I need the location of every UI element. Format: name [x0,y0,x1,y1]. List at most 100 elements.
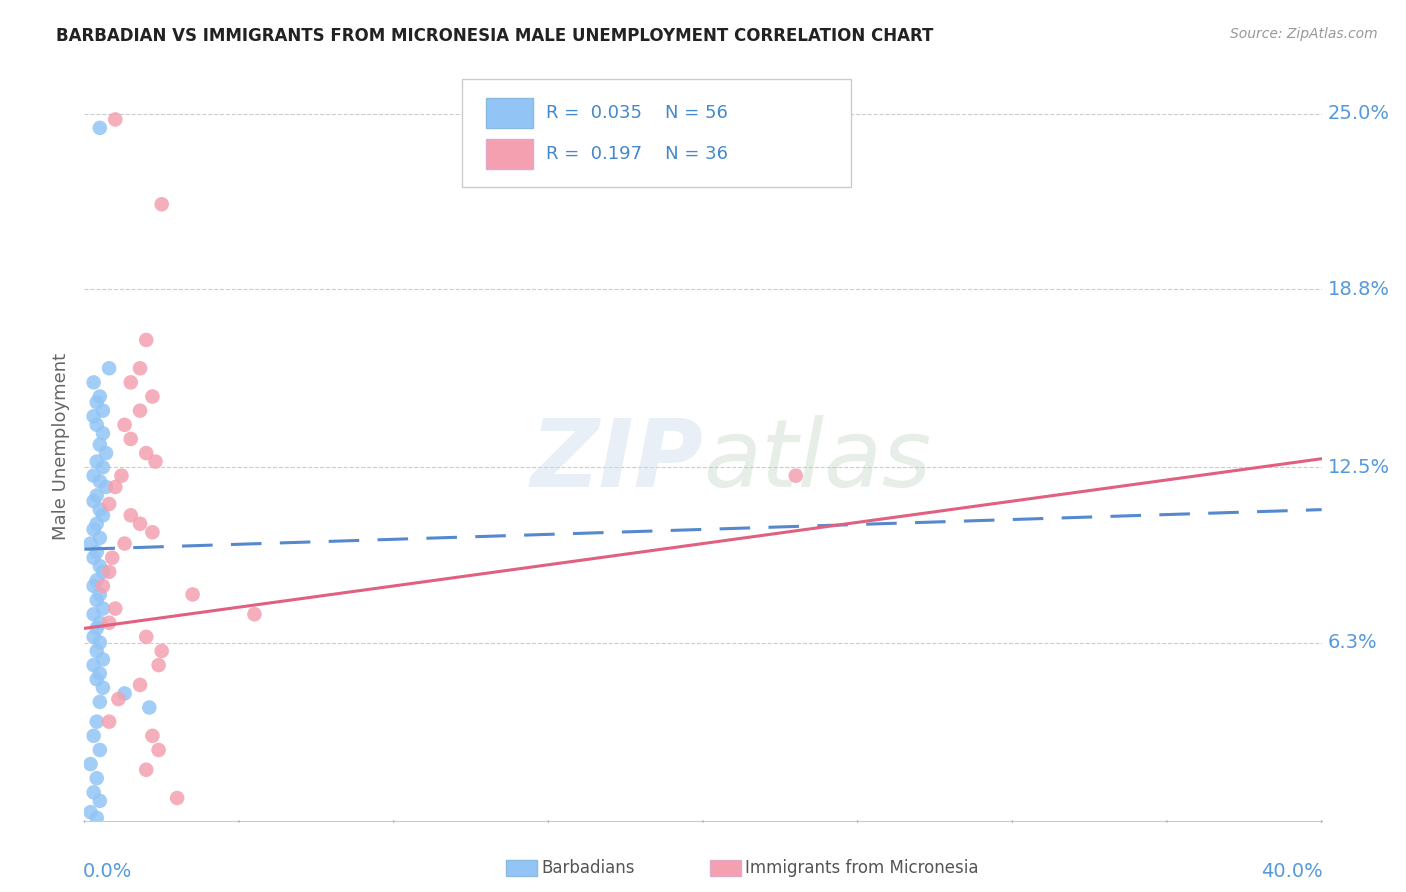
Point [86,488,108,502]
Text: Immigrants from Micronesia: Immigrants from Micronesia [745,859,979,877]
Point [148,658,170,673]
Text: BARBADIAN VS IMMIGRANTS FROM MICRONESIA MALE UNEMPLOYMENT CORRELATION CHART: BARBADIAN VS IMMIGRANTS FROM MICRONESIA … [56,27,934,45]
Point [89,743,111,757]
Point [98,615,121,630]
Point [98,565,121,579]
Point [98,714,121,729]
Point [86,574,108,588]
Point [83,630,105,644]
FancyBboxPatch shape [461,78,852,187]
Text: 18.8%: 18.8% [1327,279,1389,299]
Point [135,763,157,777]
Point [89,390,111,404]
Point [110,468,132,483]
Point [150,644,173,658]
Point [89,559,111,574]
Point [79,757,101,772]
Point [104,480,127,494]
Point [98,497,121,511]
Y-axis label: Male Unemployment: Male Unemployment [52,352,70,540]
Point [114,686,136,700]
Point [83,550,105,565]
Point [83,523,105,537]
Point [243,607,266,622]
Point [83,494,105,508]
Point [98,361,121,376]
Point [135,333,157,347]
Text: 12.5%: 12.5% [1327,458,1391,476]
Point [83,785,105,799]
Point [83,579,105,593]
Point [120,432,142,446]
Point [94,480,117,494]
Point [89,531,111,545]
Point [114,417,136,432]
Point [91,508,114,523]
Point [89,587,111,601]
Point [86,593,108,607]
Point [129,361,152,376]
Point [83,376,105,390]
Point [89,794,111,808]
Point [86,714,108,729]
Point [785,468,807,483]
Point [141,390,163,404]
Point [86,516,108,531]
Point [86,673,108,687]
Point [129,403,152,417]
Text: 25.0%: 25.0% [1327,104,1389,123]
Point [89,475,111,489]
Point [129,516,152,531]
Point [89,437,111,451]
Point [89,666,111,681]
Point [135,630,157,644]
Point [91,652,114,666]
Bar [486,97,533,128]
Point [120,376,142,390]
Point [83,409,105,424]
Point [83,658,105,673]
Point [91,681,114,695]
Point [79,805,101,819]
Point [150,197,173,211]
Point [89,635,111,649]
Point [181,587,204,601]
Point [86,811,108,825]
Point [86,454,108,468]
Point [83,607,105,622]
Text: Source: ZipAtlas.com: Source: ZipAtlas.com [1230,27,1378,41]
Point [91,426,114,441]
Point [86,417,108,432]
Point [89,615,111,630]
Point [166,791,188,805]
Point [83,729,105,743]
Point [120,508,142,523]
Text: 0.0%: 0.0% [83,862,132,881]
Point [141,525,163,540]
Point [91,403,114,417]
Bar [486,139,533,169]
Point [86,395,108,409]
Text: 6.3%: 6.3% [1327,633,1378,652]
Point [107,692,129,706]
Point [86,771,108,785]
Point [91,460,114,475]
Point [86,545,108,559]
Point [89,502,111,516]
Text: R =  0.035    N = 56: R = 0.035 N = 56 [546,103,728,121]
Point [145,454,167,468]
Point [91,601,114,615]
Point [91,579,114,593]
Text: Barbadians: Barbadians [541,859,636,877]
Point [114,536,136,550]
Text: atlas: atlas [703,416,931,507]
Point [104,112,127,127]
Point [101,550,124,565]
Point [89,695,111,709]
Point [138,700,160,714]
Point [91,565,114,579]
Point [104,601,127,615]
Point [94,446,117,460]
Text: ZIP: ZIP [530,415,703,507]
Point [79,536,101,550]
